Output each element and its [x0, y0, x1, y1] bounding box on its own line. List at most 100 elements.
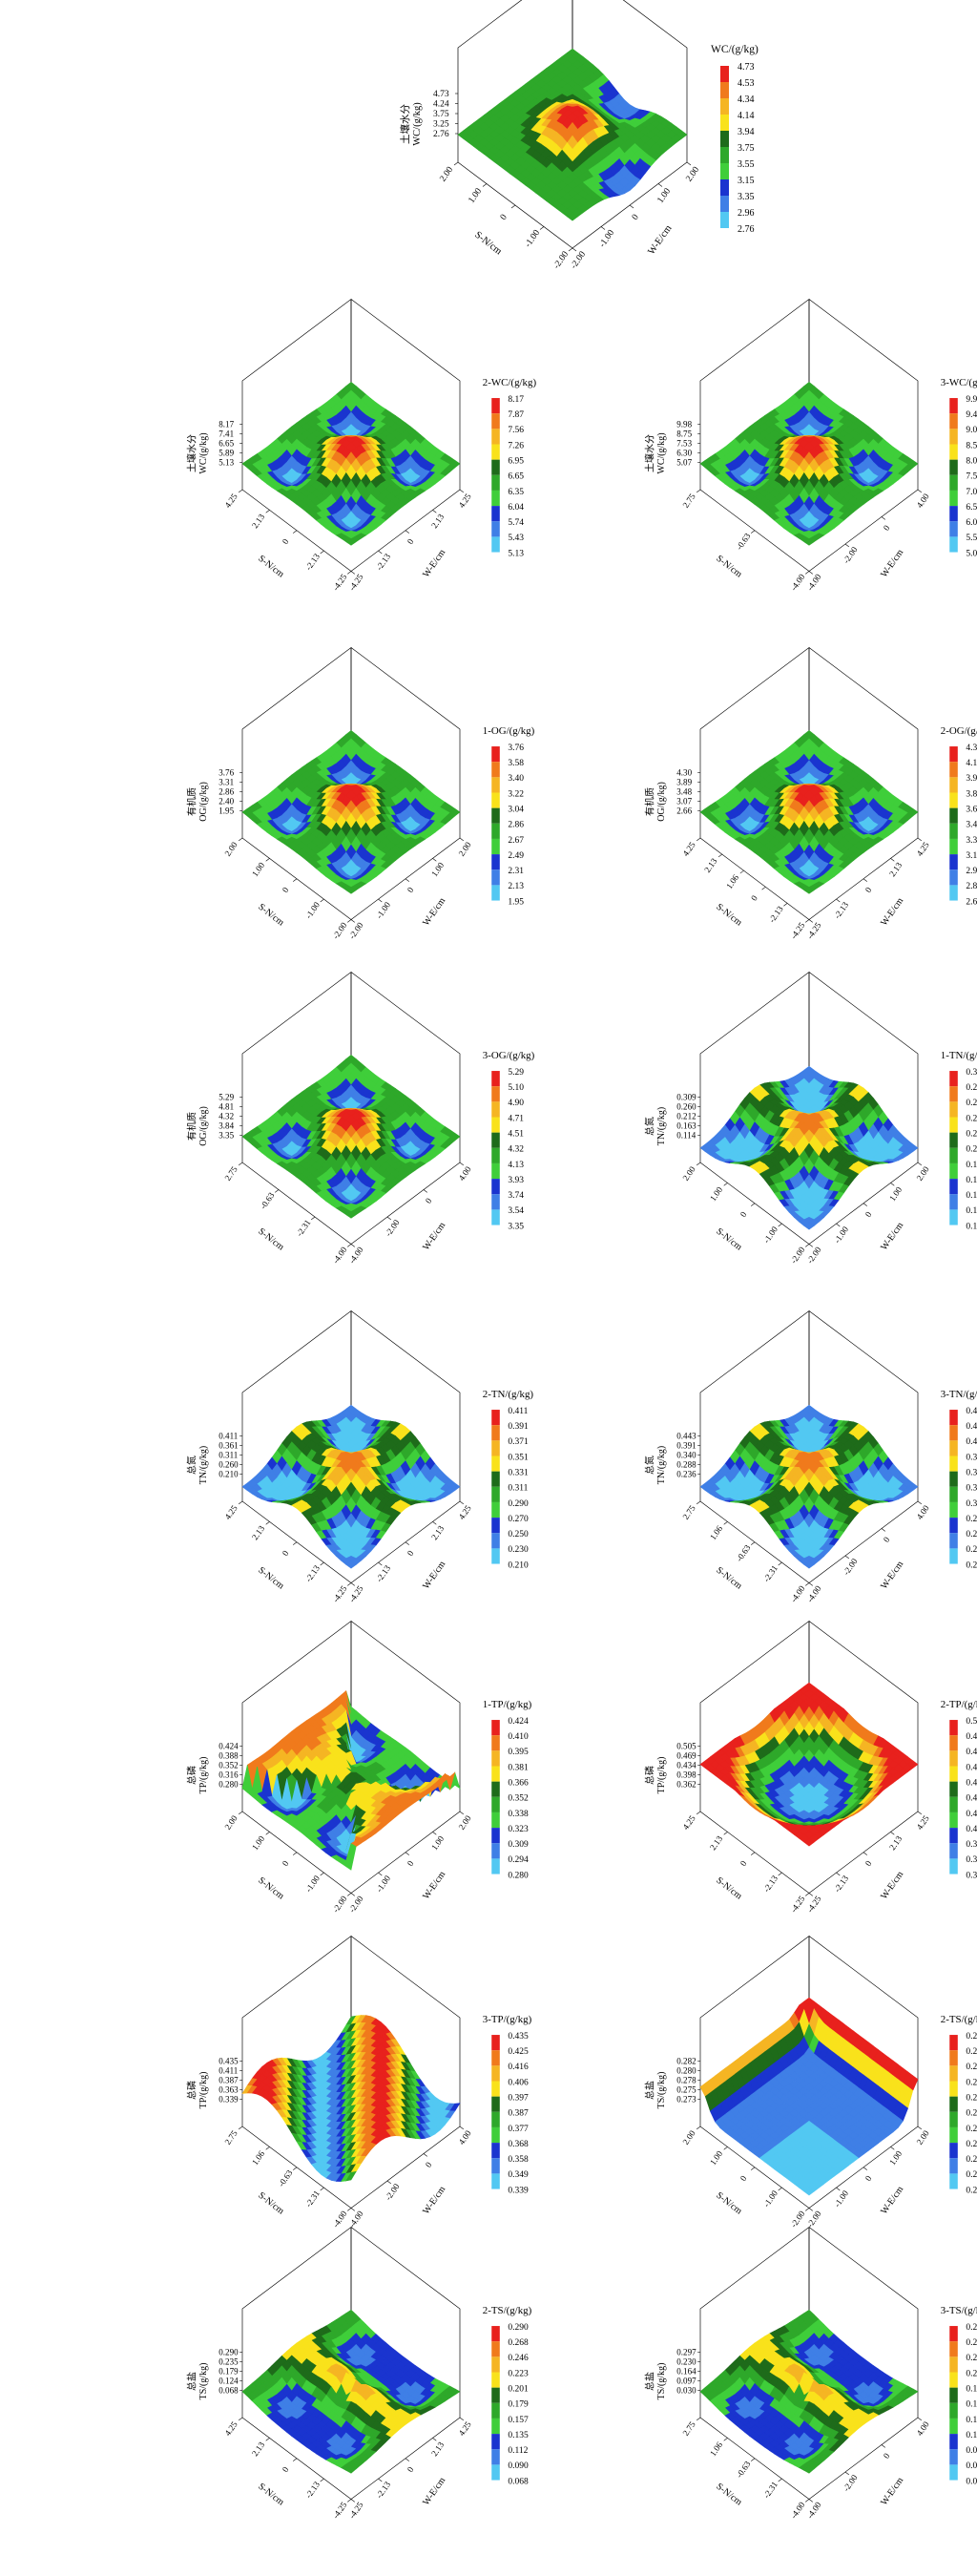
we-tick [863, 1203, 867, 1206]
sn-tick [751, 530, 756, 534]
surface [699, 729, 919, 894]
z-tick-label: 8.75 [676, 429, 692, 438]
z-axis-label-group: 有机质 OG/(g/kg) [644, 782, 667, 822]
sn-tick [320, 550, 324, 555]
we-axis-label-group: W-E/cm [646, 223, 674, 257]
z-tick-label: 2.86 [218, 786, 234, 796]
legend-swatch [491, 1179, 500, 1195]
sn-tick-label-group: 4.25 [680, 840, 697, 858]
we-axis-label-group: W-E/cm [421, 1559, 447, 1591]
sn-tick [717, 853, 722, 858]
we-tick-label: -4.25 [805, 920, 823, 941]
sn-tick-label-group: 2.13 [250, 512, 267, 530]
surface-cell [345, 538, 357, 546]
legend-swatch [949, 1179, 958, 1195]
we-tick [386, 1216, 391, 1221]
legend-value: 5.10 [508, 1083, 524, 1093]
we-tick-label-group: -2.13 [374, 1563, 392, 1584]
sn-tick-label: -4.00 [789, 572, 807, 593]
legend-swatch [491, 777, 500, 793]
legend-value: 7.03 [966, 488, 977, 497]
we-tick [917, 1162, 922, 1166]
z-tick-label: 0.260 [676, 1101, 696, 1111]
legend-value: 4.71 [508, 1114, 524, 1123]
we-tick-label-group: -4.25 [347, 572, 365, 593]
we-tick [917, 837, 922, 842]
we-tick-label-group: 0 [882, 1535, 892, 1544]
sn-tick [265, 1521, 270, 1525]
legend-swatch [949, 792, 958, 808]
z-tick-label: 3.25 [433, 120, 449, 130]
legend-value: 4.14 [738, 111, 755, 121]
sn-tick [311, 1216, 316, 1221]
sn-tick-label: -2.13 [303, 1563, 322, 1584]
we-axis-label-group: W-E/cm [421, 895, 447, 928]
legend-swatch [949, 1101, 958, 1118]
we-axis-label: W-E/cm [879, 1220, 905, 1252]
we-axis-label-group: W-E/cm [879, 895, 905, 928]
sn-axis-label: S-N/cm [256, 1565, 285, 1592]
sn-tick-label: 4.25 [222, 492, 239, 510]
sn-tick [778, 1223, 782, 1227]
legend-value: 7.87 [508, 410, 524, 420]
we-tick-label: 4.25 [915, 840, 932, 858]
sn-tick-label-group: -4.00 [331, 1245, 349, 1266]
legend-title: 2-TN/(g/kg) [483, 1389, 534, 1400]
legend-value: 2.49 [508, 851, 524, 861]
legend-value: 3.15 [738, 176, 755, 186]
we-tick-label-group: 1.00 [429, 860, 447, 878]
sn-tick [696, 1162, 701, 1166]
sn-axis-label-group: S-N/cm [714, 1226, 743, 1253]
we-axis-label: W-E/cm [421, 1220, 447, 1252]
legend-value: 4.73 [738, 62, 755, 73]
legend-swatch [949, 823, 958, 839]
we-tick-label-group: 2.13 [429, 512, 447, 530]
we-tick [836, 898, 841, 903]
sn-tick-label: -2.31 [295, 1218, 313, 1238]
z-tick-label: 5.89 [218, 448, 234, 457]
legend-value: 4.30 [966, 743, 977, 753]
legend-swatch [491, 1501, 500, 1518]
sn-tick-label-group: -2.00 [789, 1245, 807, 1266]
sn-axis-label-group: S-N/cm [714, 902, 743, 929]
z-axis-label-group: 总氮 TN/(g/kg) [644, 1446, 667, 1484]
sn-tick-label-group: 1.06 [724, 872, 741, 890]
we-tick-label: 0 [863, 885, 874, 894]
z-axis-label: OG/(g/kg) [656, 782, 667, 822]
sn-tick [293, 1541, 298, 1545]
legend-value: 2.13 [508, 882, 524, 891]
sn-tick [783, 903, 788, 907]
we-tick-label: 0 [882, 523, 892, 533]
legend-swatch [491, 807, 500, 824]
we-tick-label: -2.00 [570, 250, 589, 271]
sn-tick-label: -2.00 [331, 920, 349, 941]
sn-axis-label: S-N/cm [256, 902, 285, 929]
legend-swatch [949, 1162, 958, 1180]
sn-tick-label-group: -2.13 [303, 552, 322, 573]
we-axis-label-group: W-E/cm [879, 547, 905, 579]
legend-value: 0.230 [508, 1545, 529, 1555]
legend-swatch [491, 869, 500, 886]
z-axis-label: TN/(g/kg) [656, 1107, 667, 1145]
we-tick [459, 837, 464, 842]
legend-swatch [949, 807, 958, 824]
we-tick [432, 510, 437, 513]
sn-tick [275, 1189, 280, 1193]
z-tick-label: 4.24 [433, 100, 449, 110]
we-tick-label-group: -2.13 [374, 552, 392, 573]
legend-swatch [491, 521, 500, 537]
legend-value: 7.56 [508, 426, 524, 435]
sn-axis-label-group: S-N/cm [256, 1226, 285, 1253]
we-tick-label: 0 [424, 1196, 434, 1205]
legend-value: 8.51 [966, 441, 977, 450]
legend-value: 2.66 [966, 897, 977, 907]
surface-cell [566, 212, 579, 221]
we-tick-label: -2.00 [805, 1245, 823, 1266]
z-tick-label: 0.443 [676, 1431, 696, 1440]
z-axis-label: OG/(g/kg) [198, 1106, 209, 1146]
we-tick-label: -2.00 [842, 545, 860, 566]
we-tick [844, 543, 849, 548]
legend-value: 0.192 [966, 1161, 977, 1170]
legend-title: 2-OG/(g/kg) [941, 725, 977, 737]
